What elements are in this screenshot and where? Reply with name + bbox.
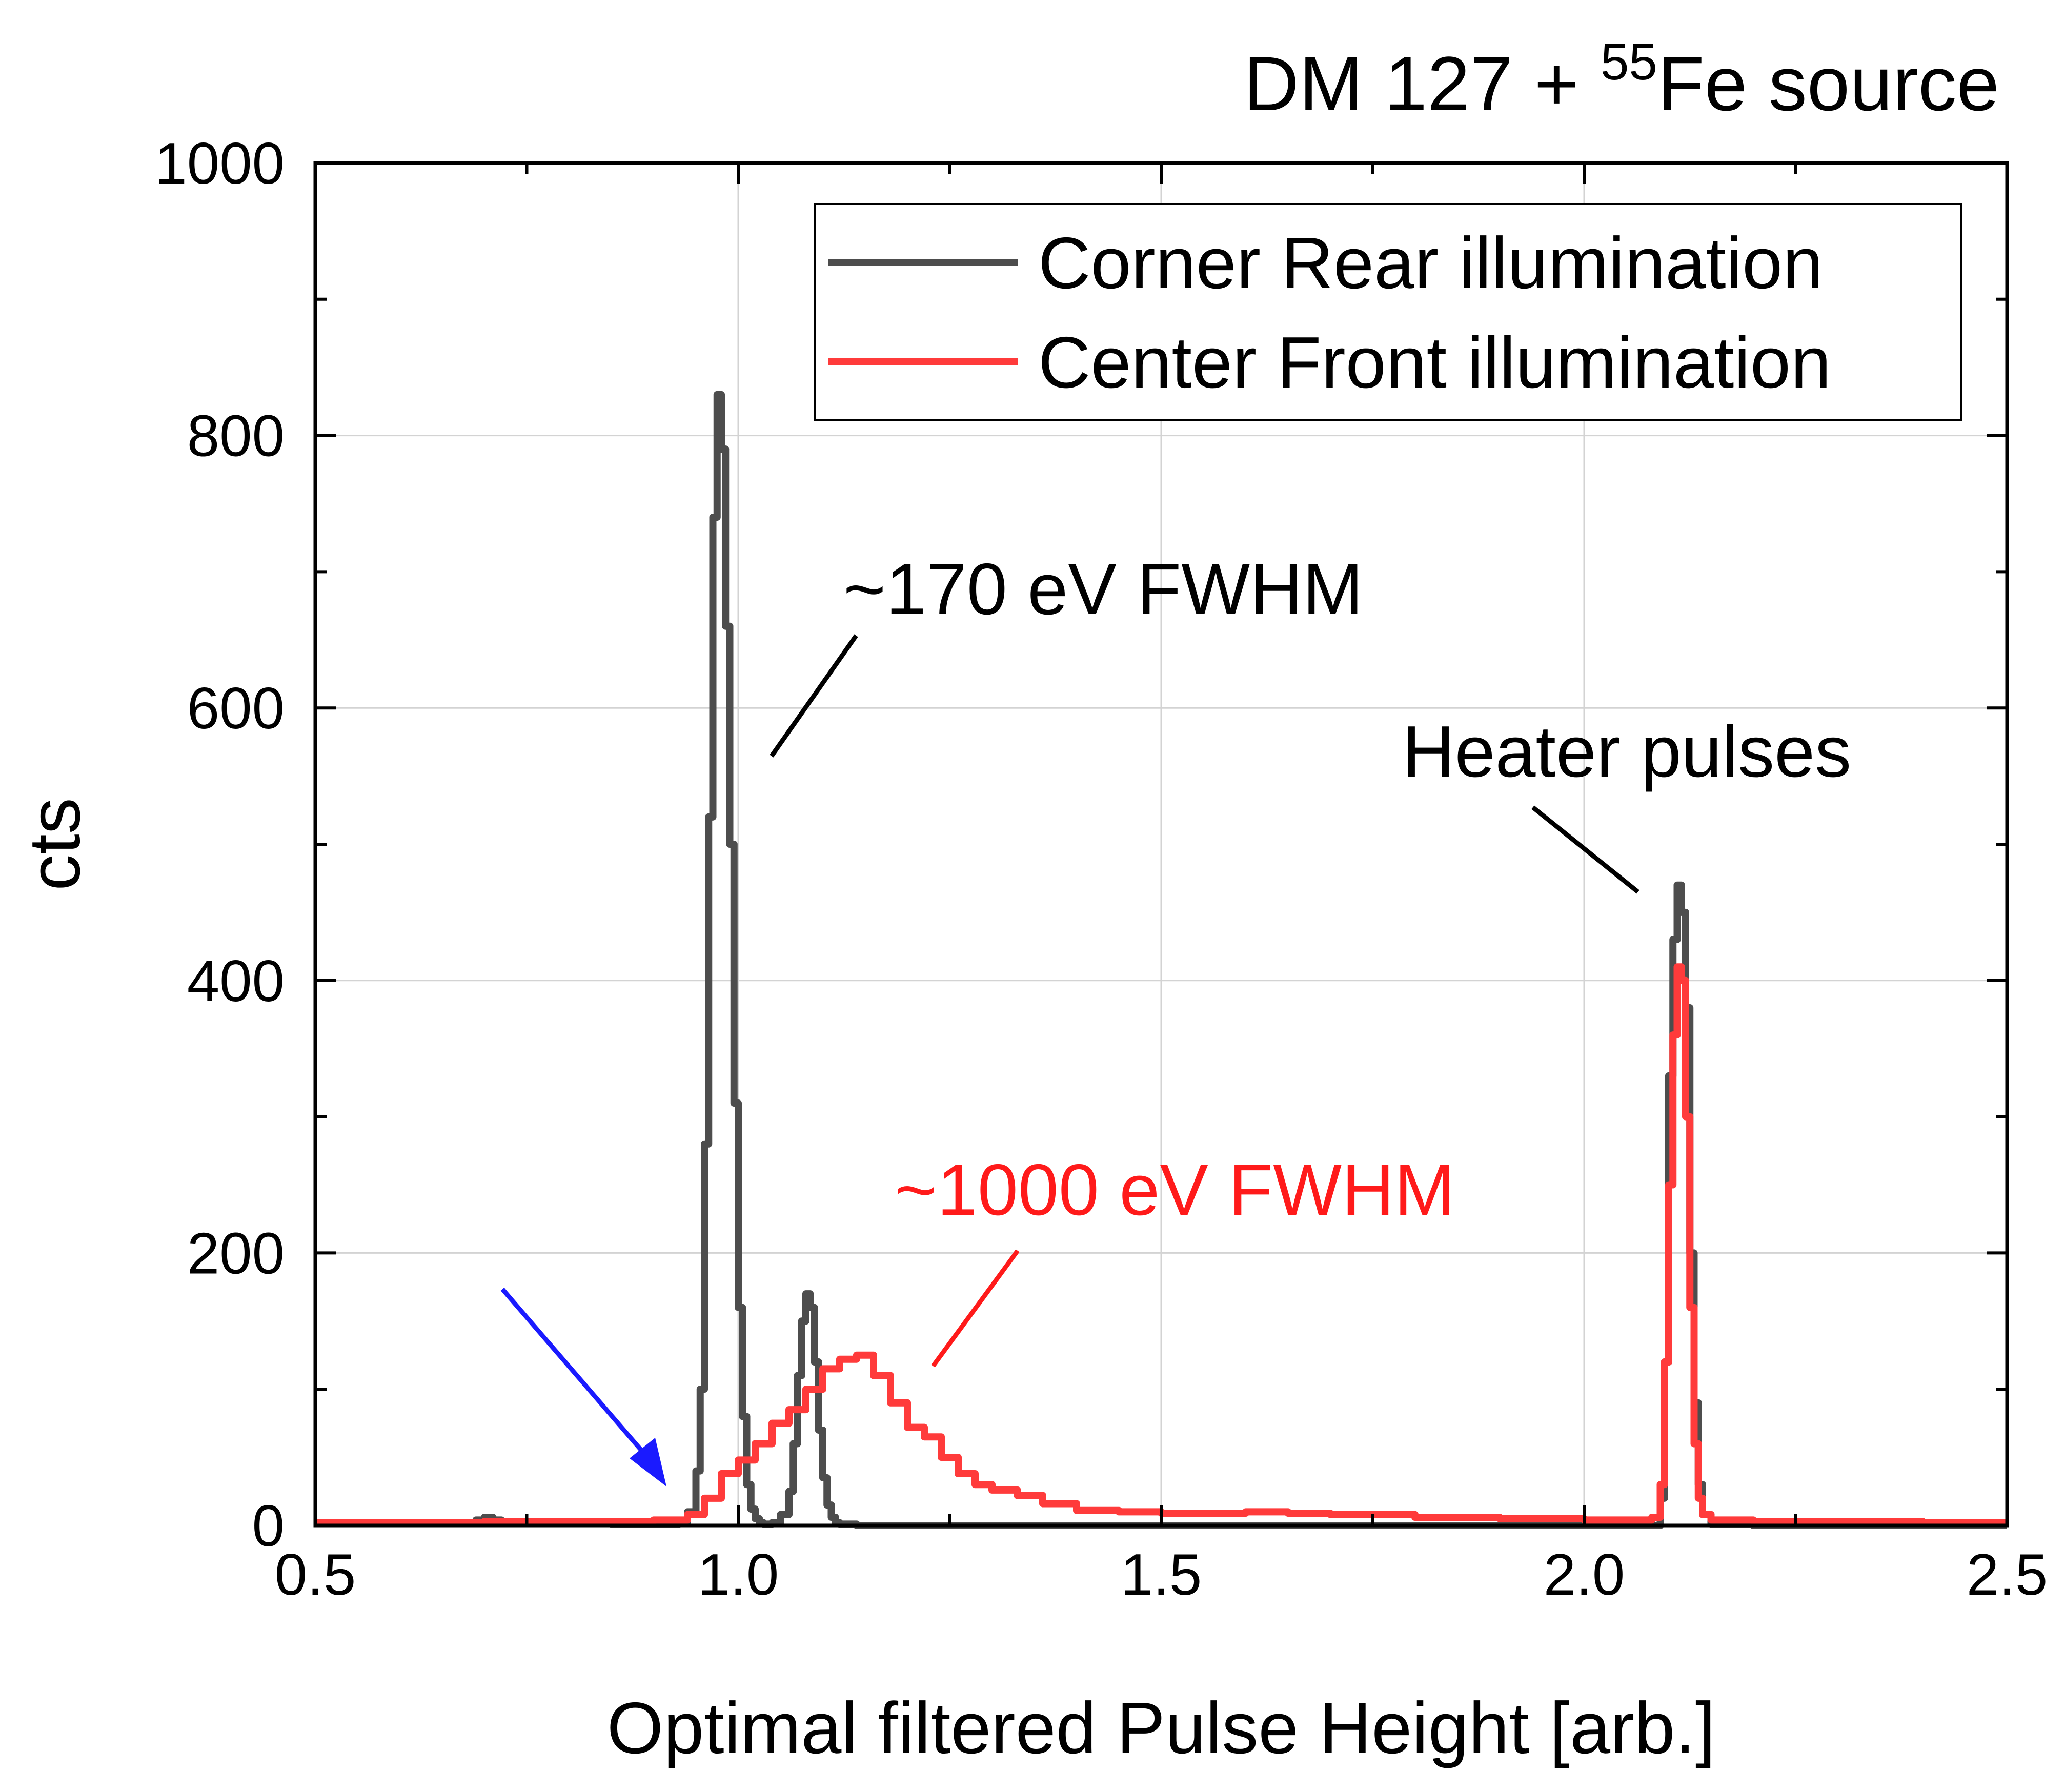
x-tick-label: 1.0 [698, 1542, 779, 1607]
y-tick-label: 0 [252, 1494, 285, 1559]
annotation-170ev-leader [770, 634, 858, 758]
annotation-1000ev: ~1000 eV FWHM [895, 1149, 1455, 1231]
y-tick-label: 200 [187, 1221, 285, 1286]
legend-label-center-front: Center Front illumination [1038, 322, 1831, 403]
y-axis-title: cts [14, 798, 95, 890]
legend-label-corner-rear: Corner Rear illumination [1038, 222, 1823, 304]
blue-arrow-shaft [500, 1288, 649, 1458]
annotation-heater-leader [1531, 805, 1639, 894]
x-tick-labels: 0.5 1.0 1.5 2.0 2.5 [275, 1542, 2048, 1607]
annotation-170ev: ~170 eV FWHM [843, 548, 1363, 630]
annotation-1000ev-leader [931, 1249, 1020, 1368]
x-tick-label: 2.0 [1544, 1542, 1625, 1607]
y-tick-label: 400 [187, 949, 285, 1014]
x-tick-label: 1.5 [1121, 1542, 1202, 1607]
legend: Corner Rear illumination Center Front il… [814, 203, 1962, 421]
x-tick-label: 2.5 [1967, 1542, 2048, 1607]
y-tick-label: 1000 [154, 131, 285, 196]
annotations: ~170 eV FWHM ~1000 eV FWHM Heater pulses [500, 548, 1851, 1486]
y-tick-labels: 0 200 400 600 800 1000 [154, 131, 285, 1559]
blue-arrow-head [630, 1438, 666, 1486]
annotation-heater: Heater pulses [1402, 711, 1851, 792]
chart-title: DM 127 + 55Fe source [1244, 33, 1999, 127]
x-tick-label: 0.5 [275, 1542, 356, 1607]
y-tick-label: 600 [187, 676, 285, 741]
series-line-center-front [315, 963, 2007, 1526]
legend-box [814, 203, 1962, 421]
ticks [314, 161, 2009, 1527]
series-line-corner-rear [315, 391, 2007, 1529]
y-tick-label: 800 [187, 404, 285, 469]
series-group [315, 391, 2007, 1529]
x-axis-title: Optimal filtered Pulse Height [arb.] [607, 1687, 1716, 1769]
